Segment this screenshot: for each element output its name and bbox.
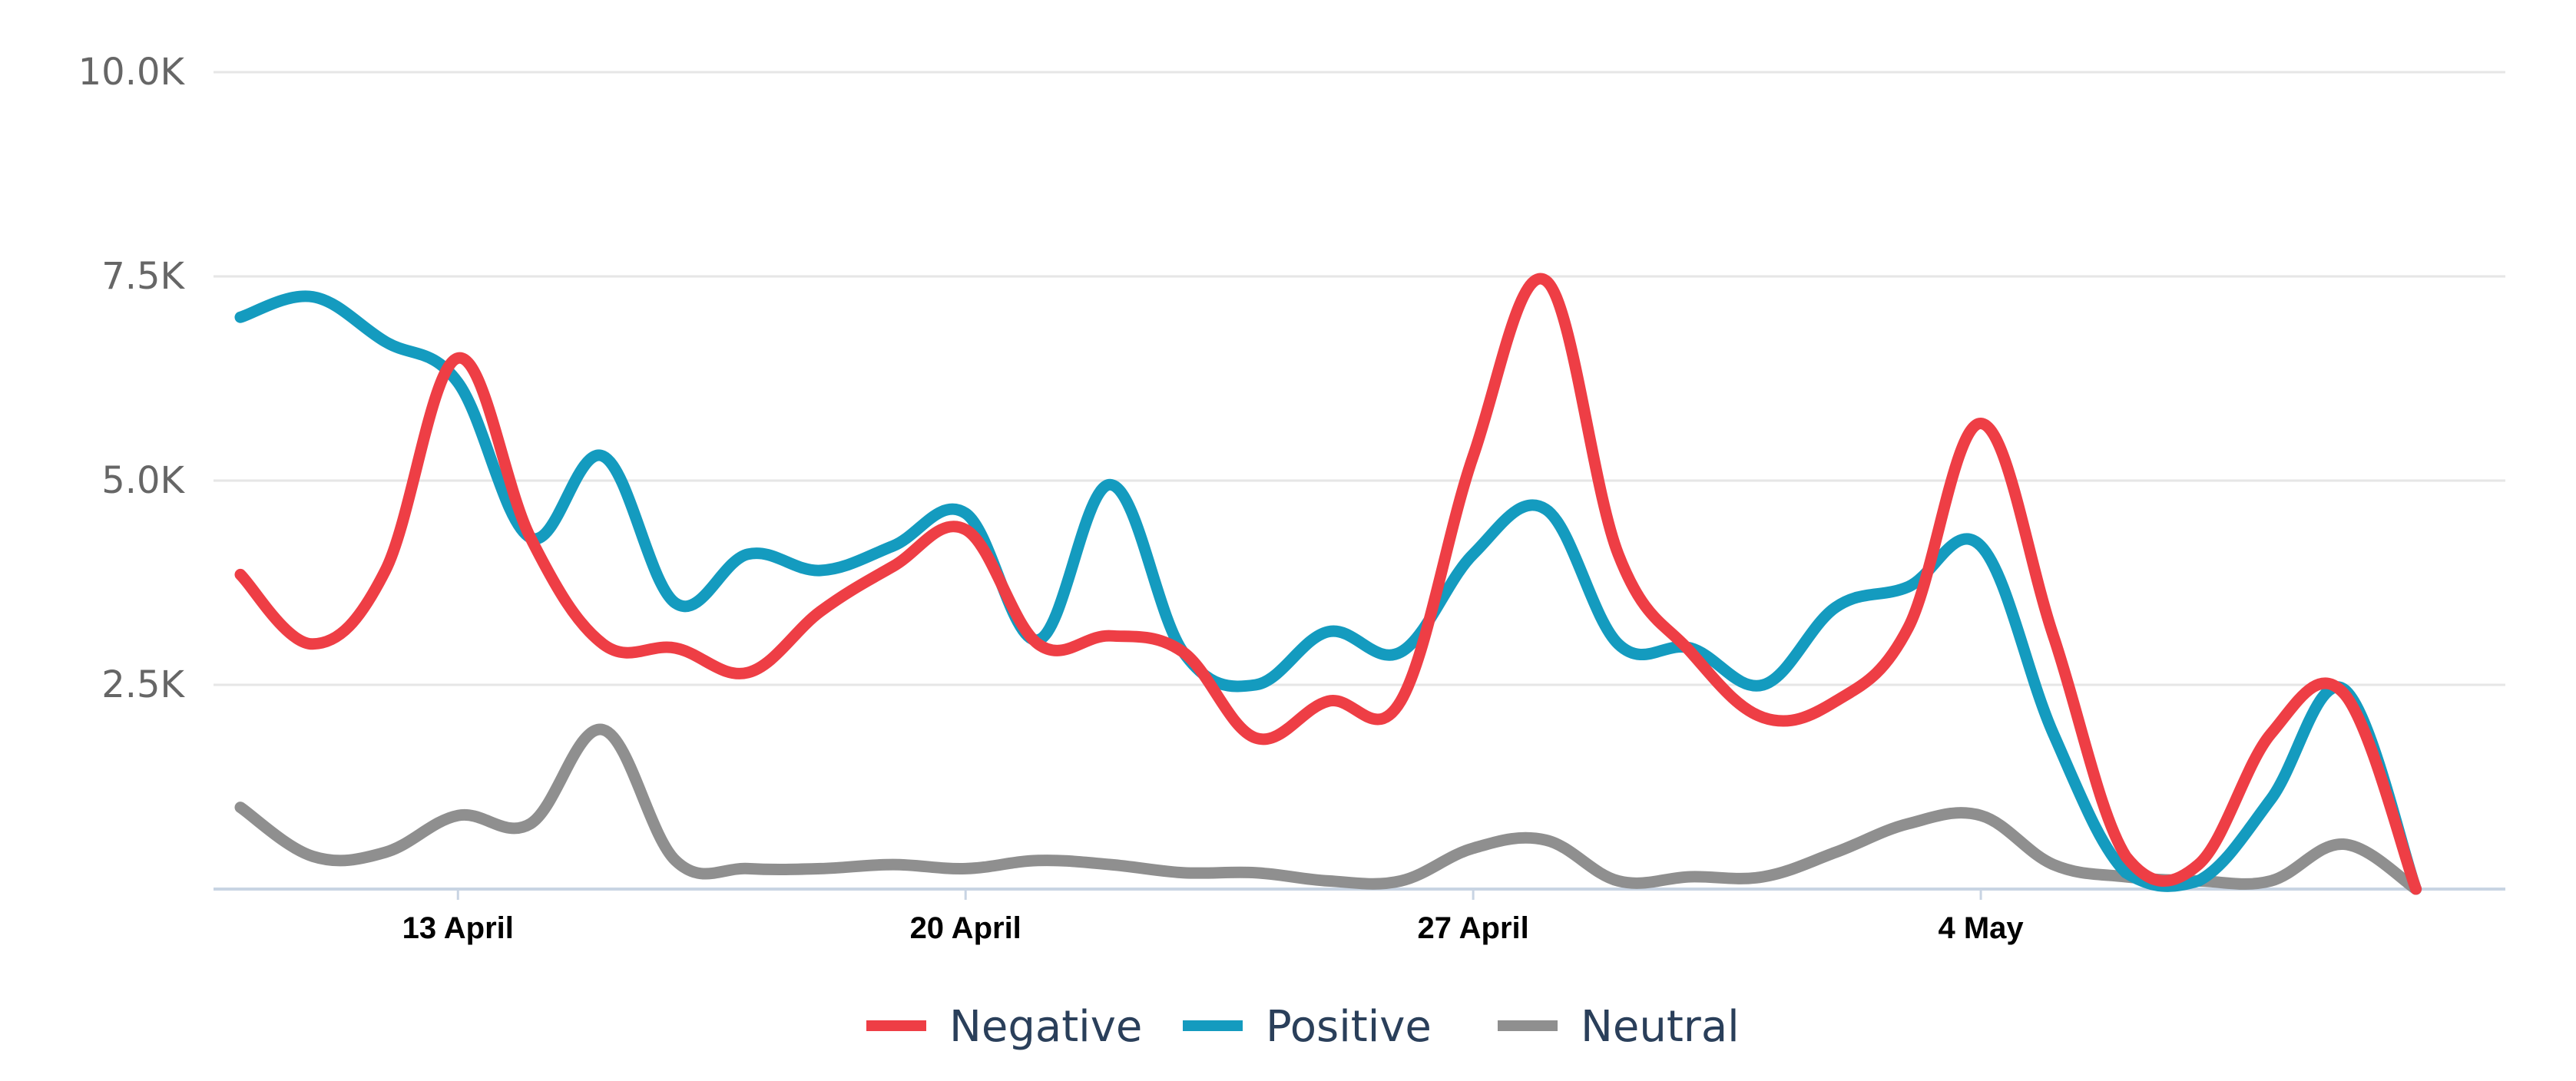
x-axis-ticks: 13 April 20 April 27 April 4 May <box>402 889 2024 945</box>
y-axis-ticks: 2.5K 5.0K 7.5K 10.0K <box>78 51 186 706</box>
legend-item-neutral[interactable]: Neutral <box>1498 1002 1740 1052</box>
x-tick-label: 27 April <box>1418 911 1529 945</box>
legend[interactable]: Negative Positive Neutral <box>866 1002 1740 1052</box>
legend-item-negative[interactable]: Negative <box>866 1002 1142 1052</box>
x-tick-label: 4 May <box>1938 911 2024 945</box>
y-tick-label: 10.0K <box>78 51 186 94</box>
series-line-negative <box>234 273 2422 895</box>
series-line-neutral <box>234 723 2422 895</box>
legend-label: Neutral <box>1581 1002 1740 1052</box>
x-tick-label: 20 April <box>910 911 1021 945</box>
x-tick-label: 13 April <box>402 911 514 945</box>
legend-item-positive[interactable]: Positive <box>1183 1002 1432 1052</box>
legend-label: Negative <box>949 1002 1142 1052</box>
y-tick-label: 5.0K <box>101 459 185 502</box>
grid-layer <box>214 71 2505 686</box>
y-tick-label: 7.5K <box>101 255 185 298</box>
series-line-positive <box>234 290 2422 895</box>
legend-label: Positive <box>1266 1002 1432 1052</box>
series-layer <box>234 273 2422 895</box>
y-tick-label: 2.5K <box>101 663 185 706</box>
